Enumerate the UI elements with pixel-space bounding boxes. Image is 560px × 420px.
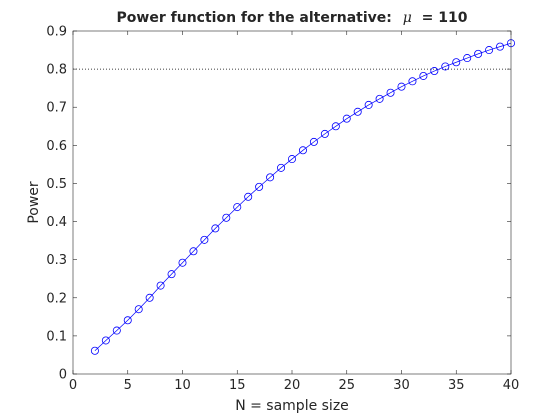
data-point (222, 213, 231, 222)
y-axis-label: Power (26, 181, 42, 224)
data-point (277, 163, 286, 172)
data-point (189, 247, 198, 256)
y-tick-label: 0.3 (46, 253, 67, 268)
data-point (123, 316, 132, 325)
data-point (353, 107, 362, 116)
y-tick-label: 0.7 (46, 101, 67, 116)
series-layer (90, 39, 515, 355)
data-point (90, 346, 99, 355)
x-tick-label: 35 (448, 378, 465, 393)
data-point (167, 270, 176, 279)
data-point (452, 58, 461, 67)
y-tick-label: 0.4 (46, 215, 67, 230)
x-axis: 0 5 10 15 20 25 30 35 40 (69, 31, 519, 393)
x-tick-label: 15 (229, 378, 246, 393)
x-tick-label: 5 (124, 378, 132, 393)
chart-title: Power function for the alternative: μ = … (117, 10, 468, 26)
y-tick-label: 0.1 (46, 329, 67, 344)
data-point (331, 122, 340, 131)
y-tick-label: 0.2 (46, 291, 67, 306)
data-point (211, 224, 220, 233)
data-point (342, 114, 351, 123)
data-point (112, 326, 121, 335)
chart-title-value: = 110 (417, 10, 468, 26)
data-point (463, 54, 472, 63)
data-point (474, 49, 483, 58)
y-tick-label: 0.9 (46, 25, 67, 40)
y-tick-label: 0.6 (46, 139, 67, 154)
data-point (364, 100, 373, 109)
x-tick-label: 10 (174, 378, 191, 393)
chart-title-text: Power function for the alternative: (117, 10, 392, 26)
plot-area (73, 31, 511, 374)
data-point (441, 62, 450, 71)
data-point (386, 88, 395, 97)
data-point (309, 137, 318, 146)
data-point (266, 173, 275, 182)
data-point (375, 94, 384, 103)
data-point (320, 129, 329, 138)
data-point (255, 182, 264, 191)
data-point (419, 71, 428, 80)
data-point (408, 77, 417, 86)
x-tick-label: 40 (503, 378, 520, 393)
data-point (233, 203, 242, 212)
y-tick-label: 0.5 (46, 177, 67, 192)
x-tick-label: 25 (338, 378, 355, 393)
data-point (485, 46, 494, 55)
data-point (156, 281, 165, 290)
y-axis: 0 0.1 0.2 0.3 0.4 0.5 0.6 0.7 0.8 0.9 (46, 25, 511, 383)
data-point (496, 42, 505, 51)
data-point (145, 293, 154, 302)
data-point (200, 235, 209, 244)
data-point (298, 146, 307, 155)
y-tick-label: 0 (59, 368, 67, 383)
x-tick-label: 20 (284, 378, 301, 393)
data-point (178, 258, 187, 267)
x-tick-label: 30 (393, 378, 410, 393)
x-tick-label: 0 (69, 378, 77, 393)
data-point (397, 82, 406, 91)
y-tick-label: 0.8 (46, 63, 67, 78)
data-point (101, 336, 110, 345)
data-point (244, 192, 253, 201)
data-point (287, 155, 296, 164)
x-axis-label: N = sample size (235, 398, 349, 414)
data-point (134, 305, 143, 314)
data-point (430, 67, 439, 76)
chart-title-mu-symbol: μ (403, 10, 412, 26)
